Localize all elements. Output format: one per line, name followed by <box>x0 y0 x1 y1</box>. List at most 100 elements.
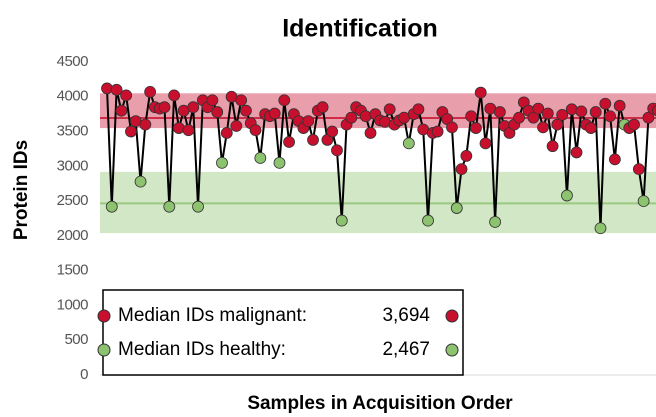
point <box>594 222 607 235</box>
point <box>412 103 425 116</box>
y-tick-label: 0 <box>80 366 88 383</box>
point <box>479 137 492 150</box>
point <box>570 146 583 159</box>
point <box>652 105 656 117</box>
legend: Median IDs malignant: 3,694 Median IDs hea… <box>97 289 464 376</box>
point <box>220 127 233 139</box>
chart-title: Identification <box>282 15 438 43</box>
y-tick-label: 3000 <box>57 157 89 174</box>
point <box>642 111 655 124</box>
point <box>541 107 554 120</box>
point <box>402 137 415 150</box>
point <box>172 122 185 134</box>
point <box>235 94 248 107</box>
point <box>527 111 540 124</box>
point <box>556 108 569 121</box>
point <box>359 110 372 123</box>
point <box>608 153 621 166</box>
y-tick-label: 2500 <box>57 192 89 209</box>
point <box>628 118 640 131</box>
point <box>302 115 315 128</box>
y-tick-label: 500 <box>64 331 88 348</box>
point <box>283 136 295 148</box>
point <box>546 140 559 153</box>
point <box>268 107 281 120</box>
point <box>585 122 597 134</box>
point <box>105 200 118 213</box>
x-axis-label: Samples in Acquisition Order <box>247 393 513 414</box>
point <box>431 125 444 138</box>
point <box>565 103 578 116</box>
point <box>120 89 133 102</box>
point <box>273 156 286 169</box>
point <box>532 102 545 115</box>
legend-label: Median IDs healthy: <box>118 339 286 360</box>
legend-value: 3,694 <box>382 305 430 326</box>
point <box>182 124 195 137</box>
legend-marker <box>97 309 111 323</box>
point <box>134 175 147 188</box>
point <box>307 134 319 146</box>
legend-box <box>102 289 464 376</box>
legend-label: Median IDs malignant: <box>118 305 307 326</box>
point <box>637 195 650 208</box>
point <box>139 118 152 131</box>
point <box>335 214 348 227</box>
point <box>551 118 564 131</box>
point <box>187 101 200 114</box>
legend-marker <box>445 309 459 323</box>
legend-marker <box>445 343 459 357</box>
y-axis-label: Protein IDs <box>11 140 32 240</box>
point <box>316 101 329 114</box>
point <box>249 124 262 137</box>
point <box>455 163 468 176</box>
point <box>326 125 339 138</box>
point <box>489 216 501 228</box>
point <box>254 152 267 164</box>
point <box>230 120 243 132</box>
point <box>144 86 157 98</box>
point <box>168 89 180 102</box>
y-tick-label: 4000 <box>57 88 89 105</box>
point <box>493 106 506 118</box>
point <box>589 106 602 118</box>
point <box>632 163 645 176</box>
point <box>422 214 434 227</box>
legend-value: 2,467 <box>382 339 430 360</box>
point <box>575 105 588 118</box>
point <box>513 111 525 124</box>
point <box>465 110 478 123</box>
point <box>115 104 128 117</box>
point <box>211 106 224 118</box>
point <box>125 125 137 138</box>
point <box>450 202 463 214</box>
point <box>474 86 487 99</box>
point <box>240 104 252 117</box>
point <box>383 103 396 116</box>
y-tick-label: 4500 <box>57 53 89 70</box>
point <box>604 110 616 123</box>
y-tick-label: 1000 <box>57 296 89 313</box>
point <box>206 94 219 107</box>
legend-marker <box>97 343 111 357</box>
y-tick-label: 1500 <box>57 262 89 279</box>
point <box>460 149 473 162</box>
point <box>278 94 291 107</box>
point <box>345 111 358 124</box>
point <box>192 200 204 213</box>
point <box>470 122 482 134</box>
plot-area: 0 500 1000 1500 2000 2500 3000 3500 4000 4500 <box>57 53 656 383</box>
point <box>561 189 573 202</box>
point <box>110 83 123 96</box>
point <box>158 101 171 114</box>
point <box>613 99 626 112</box>
point <box>331 144 343 157</box>
point <box>537 121 549 134</box>
y-tick-label: 3500 <box>57 123 89 140</box>
y-tick-label: 2000 <box>57 227 89 244</box>
point <box>163 200 176 213</box>
point <box>446 121 458 134</box>
point <box>216 156 228 169</box>
point <box>599 97 612 110</box>
